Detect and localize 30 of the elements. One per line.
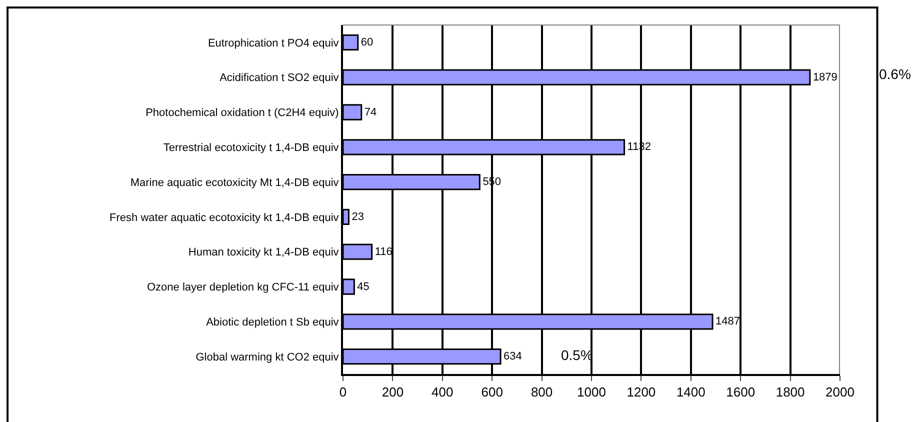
y-tick-label: Ozone layer depletion kg CFC-11 equiv (147, 282, 340, 294)
x-tick-label: 2000 (826, 384, 854, 400)
data-label: 23 (352, 210, 364, 223)
data-label: 74 (364, 106, 377, 118)
data-label: 634 (504, 350, 522, 363)
data-label: 60 (360, 36, 374, 48)
y-tick-label: Fresh water aquatic ecotoxicity kt 1,4-DB equiv (110, 212, 340, 224)
y-tick-label: Marine aquatic ecotoxicity Mt 1,4-DB equiv (130, 176, 340, 189)
x-tick-label: 0 (339, 384, 347, 400)
x-tick-label: 800 (530, 384, 553, 400)
y-tick-label: Global warming kt CO2 equiv (196, 351, 340, 364)
y-tick-label: Abiotic depletion t Sb equiv (206, 316, 340, 328)
x-tick-label: 600 (481, 384, 503, 400)
text: 0.6% (879, 66, 911, 82)
x-tick-label: 1800 (776, 384, 805, 400)
y-tick-label: Terrestrial ecotoxicity t 1,4-DB equiv (163, 142, 340, 154)
x-tick-label: 200 (382, 384, 404, 400)
x-tick-label: 400 (432, 384, 454, 400)
y-tick-label: Eutrophication t PO4 equiv (208, 37, 340, 50)
data-label: 45 (357, 280, 370, 293)
x-tick-label: 1200 (626, 384, 656, 400)
y-tick-label: Photochemical oxidation t (C2H4 equiv) (146, 107, 339, 120)
x-tick-label: 1400 (676, 384, 706, 400)
y-tick-label: Human toxicity kt 1,4-DB equiv (188, 246, 340, 259)
data-label: 1487 (716, 316, 740, 328)
x-tick-label: 1000 (577, 384, 606, 400)
x-tick-label: 1600 (726, 384, 756, 400)
y-tick-label: Acidification t SO2 equiv (220, 72, 340, 84)
data-label: 1879 (812, 71, 838, 84)
data-label: 116 (374, 246, 392, 258)
